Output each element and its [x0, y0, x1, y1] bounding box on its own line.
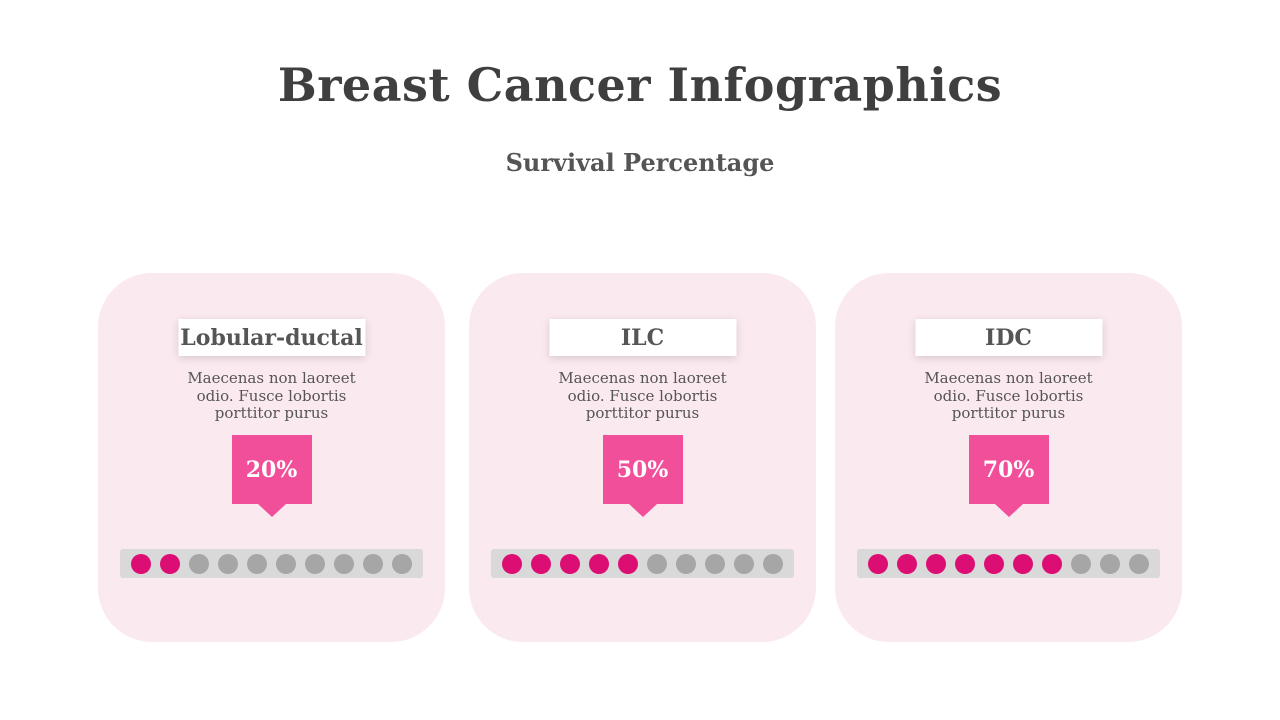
card-idc: IDC Maecenas non laoreet odio. Fusce lob… [835, 273, 1182, 642]
dot-progress-bar [491, 549, 794, 578]
progress-dot-empty [305, 553, 325, 574]
progress-dot-empty [247, 553, 267, 574]
progress-dot-empty [189, 553, 209, 574]
card-description: Maecenas non laoreet odio. Fusce loborti… [187, 369, 356, 422]
card-label: Lobular-ductal [178, 319, 365, 356]
progress-dot-empty [647, 553, 667, 574]
dot-progress-bar [857, 549, 1160, 578]
card-label: ILC [549, 319, 736, 356]
progress-dot-empty [705, 553, 725, 574]
progress-dot-empty [763, 553, 783, 574]
card-lobular-ductal: Lobular-ductal Maecenas non laoreet odio… [98, 273, 445, 642]
progress-dot-empty [276, 553, 296, 574]
progress-dot-empty [334, 553, 354, 574]
card-label: IDC [915, 319, 1102, 356]
progress-dot-filled [560, 553, 580, 574]
progress-dot-filled [1013, 553, 1033, 574]
page-subtitle: Survival Percentage [505, 148, 775, 177]
progress-dot-filled [984, 553, 1004, 574]
progress-dot-filled [1042, 553, 1062, 574]
progress-dot-empty [1129, 553, 1149, 574]
card-description: Maecenas non laoreet odio. Fusce loborti… [558, 369, 727, 422]
progress-dot-filled [589, 553, 609, 574]
progress-dot-filled [955, 553, 975, 574]
progress-dot-filled [531, 553, 551, 574]
progress-dot-filled [502, 553, 522, 574]
progress-dot-empty [734, 553, 754, 574]
progress-dot-filled [897, 553, 917, 574]
progress-dot-filled [926, 553, 946, 574]
progress-dot-filled [160, 553, 180, 574]
progress-dot-filled [868, 553, 888, 574]
progress-dot-empty [392, 553, 412, 574]
progress-dot-filled [131, 553, 151, 574]
progress-dot-empty [1100, 553, 1120, 574]
percent-badge: 20% [231, 435, 312, 504]
card-ilc: ILC Maecenas non laoreet odio. Fusce lob… [469, 273, 816, 642]
progress-dot-empty [676, 553, 696, 574]
dot-progress-bar [120, 549, 423, 578]
percent-badge: 70% [968, 435, 1049, 504]
progress-dot-filled [618, 553, 638, 574]
card-description: Maecenas non laoreet odio. Fusce loborti… [924, 369, 1093, 422]
percent-badge: 50% [602, 435, 683, 504]
progress-dot-empty [363, 553, 383, 574]
progress-dot-empty [1071, 553, 1091, 574]
progress-dot-empty [218, 553, 238, 574]
page-title: Breast Cancer Infographics [277, 58, 1003, 112]
